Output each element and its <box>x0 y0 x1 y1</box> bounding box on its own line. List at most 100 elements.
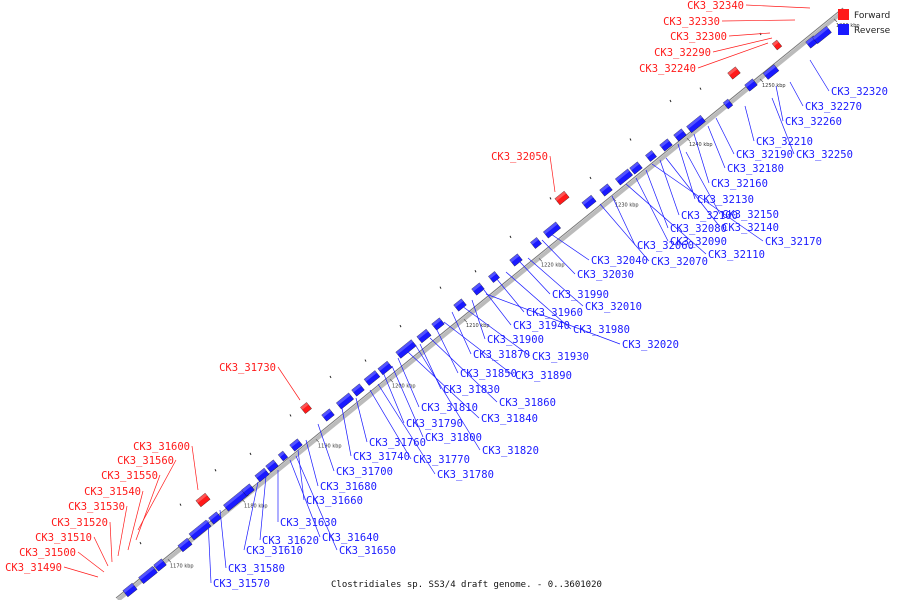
gene-label: CK3_31580 <box>228 563 285 575</box>
genome-caption: Clostridiales sp. SS3/4 draft genome. - … <box>331 580 602 590</box>
reverse-gene-shine <box>543 221 558 235</box>
reverse-gene-shine <box>453 298 464 308</box>
reverse-gene-shine <box>763 64 776 76</box>
reverse-gene-body <box>488 271 500 283</box>
reverse-gene-body <box>762 64 780 80</box>
gene-label: CK3_32210 <box>756 136 813 148</box>
forward-gene <box>554 190 570 206</box>
reverse-gene-body <box>509 253 523 267</box>
gene-label: CK3_31790 <box>406 418 463 430</box>
leader-line <box>207 519 212 584</box>
leader-line <box>789 81 804 107</box>
reverse-gene-shine <box>321 408 332 418</box>
genome-backbone-edge <box>115 7 844 599</box>
forward-gene-shine <box>772 40 779 47</box>
backbone-layer <box>115 7 847 600</box>
tick-label: 1180 kbp <box>244 503 268 509</box>
reverse-gene <box>377 360 393 376</box>
feature-dash <box>474 270 477 273</box>
tick-label: 1170 kbp <box>170 563 194 569</box>
reverse-gene <box>336 392 354 410</box>
leader-lines <box>63 4 830 584</box>
gene-label: CK3_31610 <box>246 545 303 557</box>
reverse-gene-shine <box>744 78 755 88</box>
leader-line <box>547 231 590 261</box>
gene-label: CK3_32160 <box>711 178 768 190</box>
reverse-gene <box>629 161 643 175</box>
leader-line <box>277 366 301 401</box>
gene-label: CK3_31500 <box>19 547 76 559</box>
reverse-gene-body <box>471 282 485 296</box>
gene-label: CK3_32330 <box>663 16 720 28</box>
leader-line <box>677 143 696 200</box>
reverse-gene-shine <box>138 566 155 580</box>
leader-line <box>707 125 726 169</box>
leader-line <box>471 299 486 340</box>
reverse-gene <box>762 64 780 80</box>
reverse-gene-body <box>363 370 381 386</box>
reverse-gene-body <box>615 168 633 186</box>
leader-line <box>295 455 338 551</box>
gene-label: CK3_32110 <box>708 249 765 261</box>
tick-mark <box>463 318 468 323</box>
reverse-gene-body <box>188 519 212 541</box>
reverse-gene-shine <box>223 488 246 508</box>
reverse-gene <box>122 582 138 598</box>
gene-label: CK3_32180 <box>727 163 784 175</box>
gene-label: CK3_31820 <box>482 445 539 457</box>
gene-label: CK3_31900 <box>487 334 544 346</box>
leader-line <box>243 481 259 551</box>
reverse-gene <box>530 237 542 249</box>
gene-label: CK3_31770 <box>413 454 470 466</box>
forward-gene-shine <box>300 402 309 410</box>
reverse-gene <box>188 519 212 541</box>
reverse-gene-body <box>599 183 613 197</box>
reverse-gene-body <box>645 150 657 162</box>
leader-line <box>407 351 480 419</box>
leader-line <box>809 59 830 92</box>
reverse-gene-shine <box>254 468 267 478</box>
reverse-gene-body <box>289 438 303 452</box>
reverse-gene-shine <box>416 329 429 339</box>
reverse-gene-shine <box>153 558 164 568</box>
reverse-gene-shine <box>629 161 640 171</box>
feature-dash <box>629 138 632 141</box>
forward-gene-body <box>771 39 783 51</box>
gene-label: CK3_31620 <box>262 535 319 547</box>
reverse-gene-body <box>686 115 706 133</box>
tick-mark <box>833 18 838 23</box>
leader-line <box>519 261 551 295</box>
feature-dash <box>399 324 402 328</box>
reverse-gene-shine <box>351 383 362 393</box>
gene-label: CK3_31800 <box>425 432 482 444</box>
reverse-gene-body <box>138 566 158 584</box>
reverse-gene <box>363 370 381 386</box>
leader-line <box>219 509 227 569</box>
legend-reverse-label: Reverse <box>854 26 891 36</box>
leader-line <box>549 155 556 193</box>
feature-dash <box>509 235 512 239</box>
leader-line <box>635 177 669 242</box>
reverse-gene <box>471 282 485 296</box>
gene-label: CK3_31940 <box>513 320 570 332</box>
leader-line <box>355 397 368 443</box>
feature-dash <box>364 359 367 362</box>
gene-label: CK3_32240 <box>639 63 696 75</box>
reverse-gene-shine <box>471 282 482 292</box>
gene-label: CK3_31490 <box>5 562 62 574</box>
reverse-gene-shine <box>812 26 829 40</box>
leader-line <box>611 195 636 246</box>
reverse-gene-body <box>122 582 138 598</box>
reverse-gene-shine <box>723 99 730 106</box>
forward-gene-body <box>727 66 741 80</box>
reverse-gene-shine <box>364 370 377 382</box>
leader-line <box>391 365 424 438</box>
reverse-gene-shine <box>208 511 219 521</box>
reverse-gene-body <box>177 537 193 553</box>
reverse-gene-body <box>629 161 643 175</box>
tick-mark <box>315 439 320 443</box>
feature-dash <box>139 541 142 545</box>
gene-label: CK3_32050 <box>491 151 548 163</box>
gene-label: CK3_31810 <box>421 402 478 414</box>
reverse-gene <box>488 271 500 283</box>
